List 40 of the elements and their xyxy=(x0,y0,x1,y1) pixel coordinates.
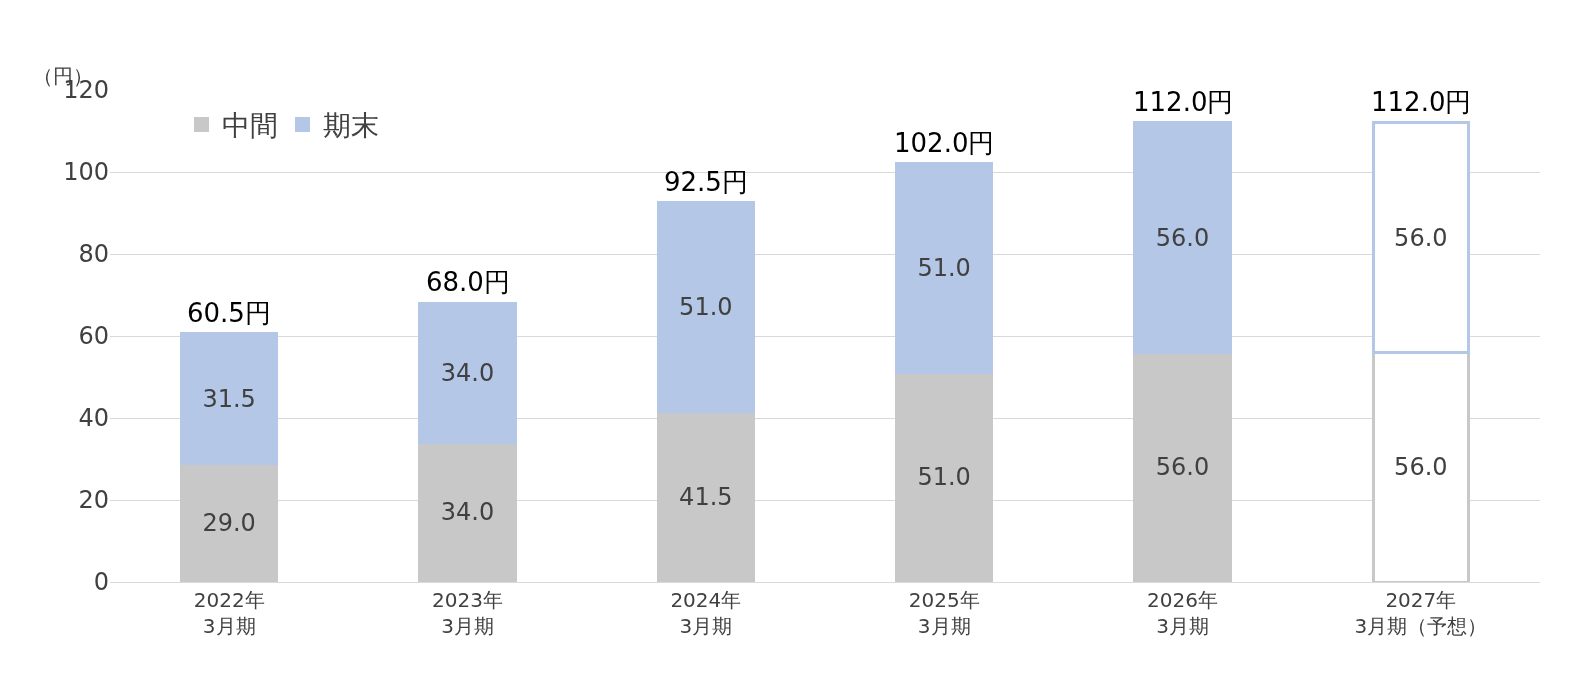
bar xyxy=(656,410,755,582)
bar xyxy=(180,332,279,465)
data-label: 56.0 xyxy=(1394,453,1448,482)
y-tick-label: 20 xyxy=(78,486,109,515)
data-label: 56.0 xyxy=(1155,223,1210,252)
data-label: 51.0 xyxy=(679,293,733,322)
x-tick-label: 2024年 3月期 xyxy=(670,588,742,638)
bar xyxy=(656,201,755,414)
bar xyxy=(418,301,517,445)
y-tick-label: 80 xyxy=(78,240,109,269)
legend-label: 期末 xyxy=(322,109,379,143)
x-tick-label: 2025年 3月期 xyxy=(908,588,980,638)
data-label: 34.0 xyxy=(440,358,495,387)
y-tick-label: 100 xyxy=(63,158,109,187)
total-label: 68.0円 xyxy=(426,267,510,297)
y-tick-label: 40 xyxy=(78,404,109,433)
x-tick-label: 2023年 3月期 xyxy=(432,588,503,638)
bar xyxy=(1133,121,1232,354)
bar xyxy=(895,371,994,582)
data-label: 41.5 xyxy=(679,482,733,511)
x-tick-label: 2022年 3月期 xyxy=(193,588,265,638)
total-label: 92.5円 xyxy=(664,167,748,197)
bar xyxy=(418,441,517,582)
total-label: 60.5円 xyxy=(187,298,271,328)
total-label: 112.0円 xyxy=(1371,87,1472,117)
total-label: 112.0円 xyxy=(1133,87,1234,117)
x-tick-label: 2027年 3月期（予想） xyxy=(1354,588,1488,638)
data-label: 31.5 xyxy=(202,384,256,413)
x-tick-label: 2026年 3月期 xyxy=(1147,588,1218,638)
data-label: 29.0 xyxy=(202,508,256,537)
legend-label: 中間 xyxy=(221,109,278,143)
y-tick-label: 0 xyxy=(93,568,109,597)
bar xyxy=(895,162,994,375)
data-label: 51.0 xyxy=(917,463,971,492)
y-tick-label: 60 xyxy=(78,322,109,351)
data-label: 56.0 xyxy=(1394,223,1448,252)
data-label: 34.0 xyxy=(440,498,495,527)
data-label: 56.0 xyxy=(1155,453,1210,482)
data-label: 51.0 xyxy=(917,254,971,283)
total-label: 102.0円 xyxy=(894,128,995,158)
